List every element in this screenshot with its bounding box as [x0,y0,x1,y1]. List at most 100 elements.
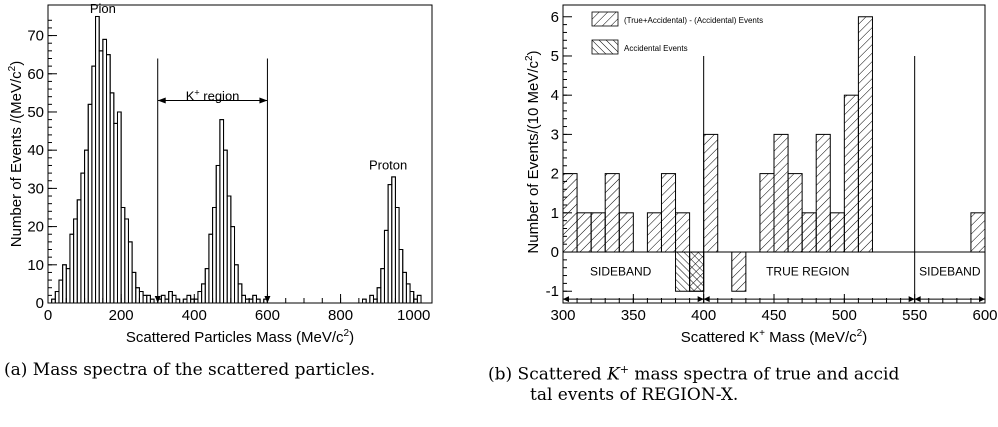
region-arrowhead-right [979,296,985,303]
histogram-bin [208,233,214,304]
region-arrowhead-right [697,296,704,303]
true-events-bin [731,251,747,292]
histogram-bin [76,199,82,304]
histogram-bin [252,294,257,304]
true-events-bin [787,173,803,253]
caption-a: (a) Mass spectra of the scattered partic… [4,360,376,380]
x-tick-label: 500 [832,307,857,324]
histogram-bin [244,298,250,304]
histogram-bin [149,298,155,304]
histogram-bin [391,176,396,304]
histogram-bin [80,172,86,304]
y-tick-label: -1 [546,283,559,300]
histogram-bin [98,50,104,304]
histogram-bin [164,298,170,304]
histogram-bin [201,283,206,304]
histogram-bin [416,294,422,304]
histogram-bin [102,38,108,304]
true-events-bin [857,16,873,253]
histogram-bin [241,294,246,304]
true-events-bin [604,173,620,253]
histogram-bin [255,298,261,304]
histogram-bin [106,54,111,304]
x-tick-label: 600 [255,307,280,324]
histogram-bin [237,283,243,304]
true-events-bin [773,133,789,253]
caption-b-symbol: K [607,364,620,385]
region-label: SIDEBAND [919,265,981,279]
histogram-bin [383,229,389,304]
histogram-bin [376,287,382,304]
accidental-events-bin [689,251,705,292]
y-tick-label: 60 [27,66,44,83]
histogram-bin [380,268,385,304]
y-tick-label: 0 [36,295,44,312]
histogram-bin [54,291,60,304]
true-events-bin [843,94,859,253]
histogram-bin [362,298,367,304]
histogram-bin [182,298,188,304]
region-arrowhead-left [563,296,569,303]
caption-b-lead: (b) Scattered [488,364,608,385]
histogram-bin [160,294,166,304]
histogram-bin [116,111,122,304]
histogram-bin [65,268,71,304]
caption-b-line2: tal events of REGION-X. [530,385,739,405]
true-events-bin [590,212,606,253]
histogram-bin [62,264,67,304]
histogram-bin [226,195,232,304]
region-arrowhead-left [157,97,166,104]
legend-label-accidental: Accidental Events [624,44,688,53]
histogram-bin [234,264,239,304]
x-tick-label: 200 [109,307,134,324]
histogram-bin [193,298,199,304]
histogram-bin [219,119,225,304]
histogram-bin [95,15,100,304]
chart-a-x-axis-label: Scattered Particles Mass (MeV/c2) [126,328,354,346]
histogram-bin [113,122,118,304]
x-tick-label: 1000 [397,307,430,324]
histogram-bin [398,249,404,304]
histogram-bin [190,298,195,304]
histogram-outline [48,15,432,304]
histogram-bin [135,287,140,304]
histogram-bin [142,294,148,304]
chart-a-frame [47,4,433,304]
histogram-bin [73,218,78,304]
histogram-bin [405,283,411,304]
y-tick-label: 5 [551,48,559,65]
chart-b-legend: (True+Accidental) - (Accidental) Events … [591,11,763,55]
histogram-bin [248,298,254,304]
y-tick-label: 20 [27,219,44,236]
histogram-bin [138,291,144,304]
chart-b: SIDEBAND TRUE REGION SIDEBAND 300 350 400 450… [524,4,998,346]
caption-b-sup: + [619,363,629,376]
histogram-bin [171,294,177,304]
histogram-bin [84,149,89,304]
true-events-bin [970,212,986,253]
region-label: TRUE REGION [766,265,849,279]
y-tick-label: 2 [551,166,559,183]
true-events-bin [801,212,817,253]
true-events-bin [576,212,592,253]
legend-label-true: (True+Accidental) - (Accidental) Events [624,16,763,25]
true-events-bin [618,212,634,253]
chart-b-y-axis-label: Number of Events/(10 MeV/c2) [524,50,542,253]
histogram-bin [197,291,203,304]
accidental-events-bin [675,251,691,292]
histogram-bin [51,298,56,304]
x-tick-label: 600 [972,307,997,324]
histogram-bin [413,298,418,304]
true-events-bin [815,133,831,253]
histogram-bin [223,149,228,304]
histogram-bin [131,271,137,304]
chart-b-x-axis-label: Scattered K+ Mass (MeV/c2) [681,328,867,346]
region-arrowhead-left [703,296,710,303]
y-tick-label: 50 [27,104,44,121]
histogram-bin [230,226,236,304]
histogram-bin [215,164,221,304]
histogram-bin [402,271,407,304]
x-tick-label: 550 [902,307,927,324]
true-events-bin [660,173,677,253]
